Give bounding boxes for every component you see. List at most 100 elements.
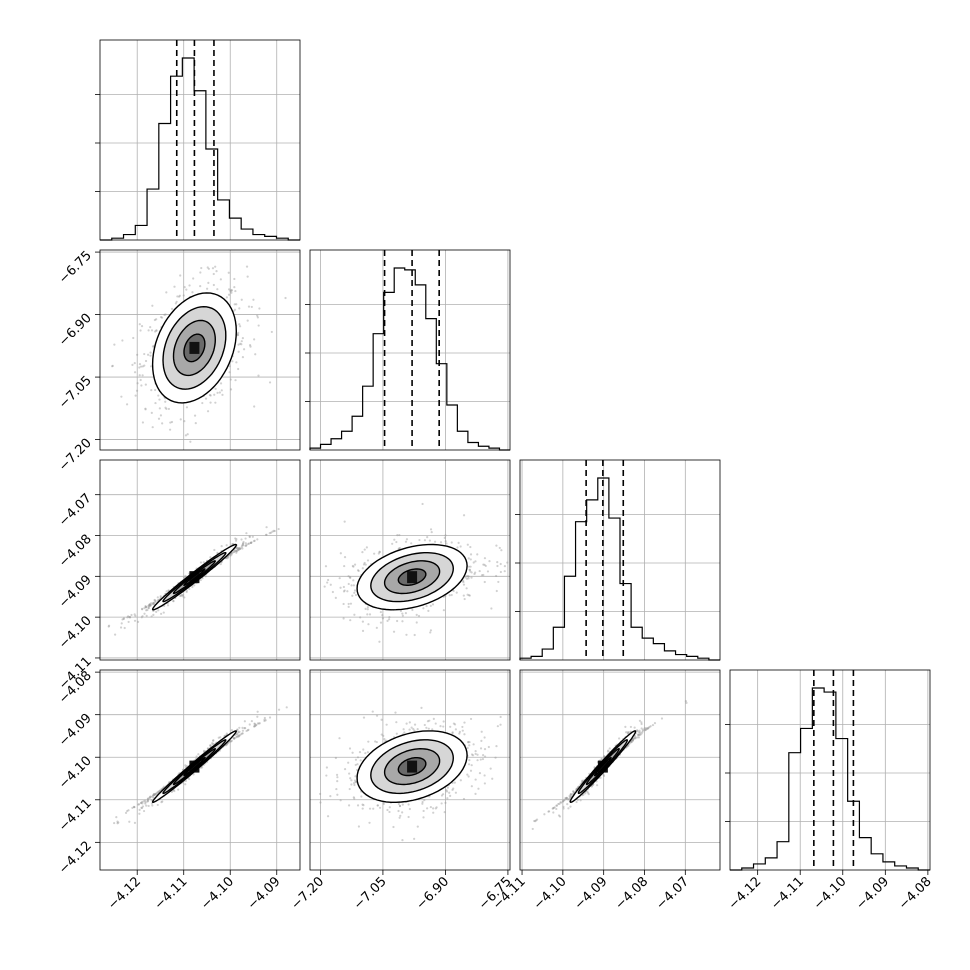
scatter-point: [442, 725, 445, 728]
scatter-point: [233, 303, 236, 306]
scatter-point: [482, 563, 485, 566]
scatter-point: [397, 809, 400, 813]
scatter-point: [249, 541, 252, 545]
scatter-point: [470, 785, 473, 788]
density-contour: [397, 757, 427, 777]
scatter-point: [362, 804, 365, 807]
scatter-point: [468, 759, 471, 762]
scatter-point: [240, 298, 243, 301]
scatter-point: [140, 616, 143, 619]
scatter-point: [484, 564, 487, 568]
scatter-point: [232, 736, 235, 740]
scatter-point: [150, 602, 153, 605]
pair-panel-3-0: [99, 669, 301, 871]
scatter-point: [442, 609, 445, 612]
scatter-point: [339, 586, 342, 589]
scatter-point: [483, 748, 487, 751]
scatter-point: [350, 584, 353, 587]
scatter-point: [488, 560, 491, 563]
scatter-point: [142, 809, 146, 813]
scatter-point: [495, 574, 498, 578]
scatter-point: [427, 727, 430, 730]
scatter-point: [239, 342, 242, 345]
scatter-point: [179, 594, 182, 598]
scatter-point: [113, 633, 117, 636]
scatter-point: [626, 732, 629, 735]
scatter-point: [431, 728, 434, 731]
scatter-point: [219, 736, 222, 739]
scatter-point: [206, 266, 209, 269]
scatter-point: [212, 742, 215, 745]
scatter-point: [147, 606, 150, 609]
scatter-point: [122, 617, 126, 620]
scatter-point: [352, 796, 355, 799]
scatter-point: [497, 580, 500, 584]
scatter-point: [146, 800, 149, 803]
scatter-point: [225, 296, 228, 299]
scatter-point: [227, 556, 230, 559]
scatter-point: [216, 288, 219, 291]
scatter-point: [361, 620, 364, 623]
scatter-point: [381, 617, 385, 620]
scatter-point: [401, 620, 404, 623]
density-peak: [407, 571, 418, 584]
scatter-point: [362, 748, 365, 751]
scatter-point: [134, 614, 137, 617]
scatter-point: [239, 733, 243, 736]
scatter-point: [378, 806, 382, 809]
scatter-point: [566, 798, 569, 801]
scatter-point: [511, 573, 513, 575]
scatter-point: [268, 532, 271, 535]
scatter-point: [161, 422, 164, 425]
scatter-point: [247, 542, 251, 545]
scatter-point: [156, 599, 160, 602]
scatter-point: [368, 807, 372, 810]
panel-frame: [729, 669, 931, 871]
scatter-point: [348, 747, 352, 750]
scatter-point: [429, 604, 432, 607]
scatter-point: [415, 613, 418, 616]
scatter-point: [115, 816, 118, 819]
scatter-point: [421, 502, 424, 506]
scatter-point: [461, 729, 464, 732]
scatter-point: [361, 803, 364, 806]
pair-panel-1-0: [99, 249, 301, 451]
scatter-point: [206, 410, 210, 413]
scatter-point: [602, 755, 606, 758]
panel-frame: [99, 459, 301, 661]
scatter-point: [551, 807, 554, 810]
scatter-point: [256, 538, 259, 541]
scatter-point: [138, 323, 141, 326]
scatter-point: [147, 329, 150, 332]
scatter-point: [264, 719, 267, 722]
scatter-point: [418, 538, 421, 542]
pair-panel-2-1: [309, 459, 513, 661]
scatter-point: [158, 789, 162, 792]
scatter-point: [386, 619, 389, 622]
panel-frame: [99, 249, 301, 451]
scatter-point: [154, 388, 157, 392]
scatter-point: [451, 788, 454, 791]
scatter-point: [263, 719, 266, 723]
scatter-point: [465, 587, 468, 590]
scatter-point: [144, 407, 147, 410]
scatter-point: [256, 314, 259, 317]
scatter-point: [387, 618, 391, 621]
scatter-point: [499, 562, 502, 566]
scatter-point: [338, 577, 341, 580]
scatter-point: [148, 796, 151, 799]
scatter-point: [212, 739, 215, 742]
scatter-point: [413, 723, 417, 726]
scatter-point: [157, 790, 160, 793]
scatter-point: [366, 559, 370, 562]
scatter-point: [230, 288, 233, 292]
scatter-point: [123, 626, 126, 630]
scatter-point: [643, 727, 646, 730]
scatter-point: [429, 631, 432, 634]
scatter-point: [452, 722, 456, 725]
scatter-point: [142, 800, 145, 803]
scatter-point: [378, 551, 381, 554]
scatter-point: [348, 772, 351, 775]
scatter-point: [364, 607, 367, 611]
scatter-point: [148, 603, 151, 606]
